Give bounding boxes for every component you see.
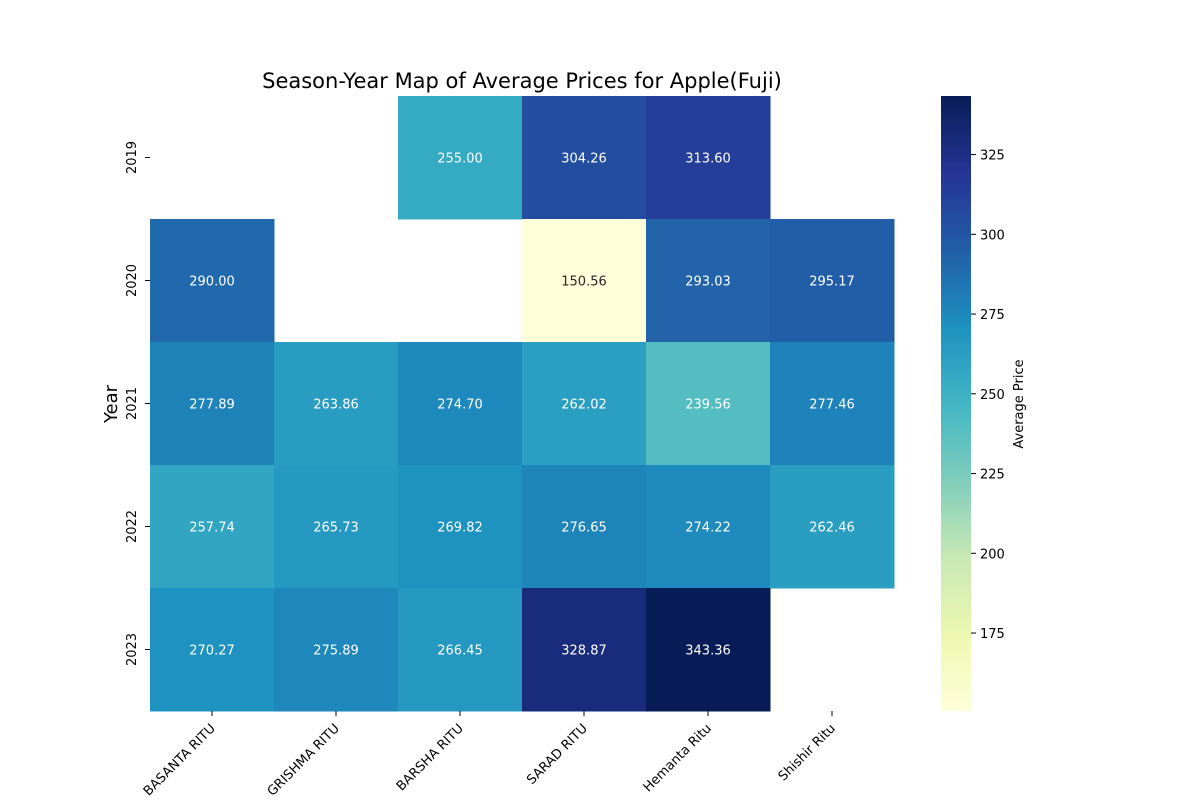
cell-value-label: 275.89 — [313, 644, 359, 659]
heatmap-cells: 255.00 304.26 313.60 290.00 150.56 293.03 295.… — [150, 96, 895, 712]
cell-value-label: 274.70 — [437, 398, 483, 413]
x-tick-label: SARAD RITU — [524, 721, 591, 788]
x-axis: BASANTA RITU GRISHMA RITU BARSHA RITU SARAD… — [141, 711, 839, 799]
colorbar-ticks: 175 200 225 250 275 300 325 — [971, 149, 1005, 642]
cell-value-label: 276.65 — [561, 521, 607, 536]
cell-value-label: 265.73 — [313, 521, 359, 536]
heatmap-cell — [398, 342, 523, 466]
heatmap-cell — [646, 342, 771, 466]
heatmap-cell — [646, 96, 771, 220]
cell-value-label: 304.26 — [561, 152, 607, 167]
cell-value-label: 262.46 — [809, 521, 855, 536]
colorbar-label: Average Price — [1012, 359, 1027, 448]
y-tick-label: 2019 — [125, 141, 140, 174]
heatmap-cell — [646, 465, 771, 589]
heatmap-cell — [274, 342, 399, 466]
colorbar-tick-label: 300 — [980, 228, 1005, 243]
chart-title: Season-Year Map of Average Prices for Ap… — [262, 69, 782, 93]
heatmap-cell — [150, 342, 275, 466]
colorbar-tick-label: 225 — [980, 468, 1005, 483]
cell-value-label: 269.82 — [437, 521, 483, 536]
colorbar-tick-label: 325 — [980, 149, 1005, 164]
cell-value-label: 266.45 — [437, 644, 483, 659]
cell-value-label: 150.56 — [561, 275, 607, 290]
x-tick-label: BASANTA RITU — [141, 721, 219, 799]
cell-value-label: 343.36 — [685, 644, 731, 659]
cell-value-label: 255.00 — [437, 152, 483, 167]
heatmap-cell — [398, 465, 523, 589]
cell-value-label: 270.27 — [189, 644, 235, 659]
heatmap-cell — [398, 588, 523, 712]
heatmap-cell — [274, 465, 399, 589]
cell-value-label: 328.87 — [561, 644, 607, 659]
x-tick-label: GRISHMA RITU — [265, 721, 343, 799]
cell-value-label: 239.56 — [685, 398, 731, 413]
cell-value-label: 290.00 — [189, 275, 235, 290]
cell-value-label: 277.89 — [189, 398, 235, 413]
cell-value-label: 257.74 — [189, 521, 235, 536]
cell-value-label: 277.46 — [809, 398, 855, 413]
cell-value-label: 262.02 — [561, 398, 607, 413]
heatmap-cell — [646, 219, 771, 343]
cell-value-label: 295.17 — [809, 275, 855, 290]
heatmap-cell — [522, 588, 647, 712]
heatmap-cell — [398, 96, 523, 220]
y-axis-label: Year — [101, 384, 122, 424]
y-tick-label: 2022 — [125, 510, 140, 543]
cell-value-label: 274.22 — [685, 521, 731, 536]
colorbar-tick-label: 275 — [980, 308, 1005, 323]
cell-value-label: 263.86 — [313, 398, 359, 413]
heatmap-cell — [274, 588, 399, 712]
x-tick-label: BARSHA RITU — [394, 721, 467, 794]
colorbar — [941, 96, 971, 711]
y-tick-label: 2023 — [125, 633, 140, 666]
heatmap-cell — [150, 588, 275, 712]
x-tick-label: Hemanta Ritu — [641, 721, 715, 795]
heatmap-cell — [522, 219, 647, 343]
y-tick-label: 2021 — [125, 387, 140, 420]
cell-value-label: 313.60 — [685, 152, 731, 167]
heatmap-cell — [150, 219, 275, 343]
y-axis: 2019 2020 2021 2022 2023 — [125, 141, 150, 666]
heatmap-cell — [522, 465, 647, 589]
heatmap-cell — [150, 465, 275, 589]
heatmap-cell — [522, 342, 647, 466]
heatmap-cell — [770, 219, 895, 343]
colorbar-tick-label: 200 — [980, 547, 1005, 562]
x-tick-label: Shishir Ritu — [776, 721, 839, 784]
heatmap-cell — [770, 342, 895, 466]
colorbar-tick-label: 175 — [980, 627, 1005, 642]
heatmap-cell — [522, 96, 647, 220]
colorbar-tick-label: 250 — [980, 388, 1005, 403]
cell-value-label: 293.03 — [685, 275, 731, 290]
heatmap-cell — [770, 465, 895, 589]
y-tick-label: 2020 — [125, 264, 140, 297]
heatmap-cell — [646, 588, 771, 712]
